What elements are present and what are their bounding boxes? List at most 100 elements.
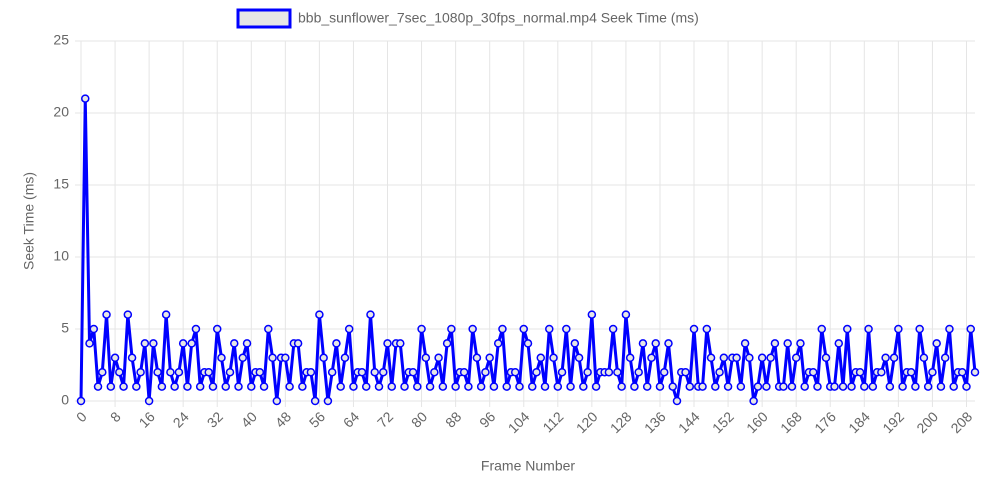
data-point [800,382,809,391]
legend-label[interactable]: bbb_sunflower_7sec_1080p_30fps_normal.mp… [298,10,699,26]
data-point [945,324,954,334]
data-point [962,382,971,391]
data-point [93,382,103,391]
data-point [885,382,895,391]
data-point [587,310,597,319]
data-point [204,367,213,377]
y-tick-label: 10 [53,248,69,264]
data-point [481,367,490,377]
data-point [76,396,86,406]
data-point [234,382,243,391]
data-point [438,382,448,391]
data-point [864,324,873,334]
x-tick-label: 104 [505,408,533,436]
x-tick-label: 8 [107,408,124,425]
data-point [906,367,916,377]
data-point [272,396,282,406]
data-point [821,353,831,363]
data-point [813,382,822,391]
data-point [957,367,967,377]
data-point [685,382,695,391]
data-point [310,396,320,406]
x-tick-label: 136 [641,408,669,436]
data-point [502,382,511,391]
x-tick-label: 56 [306,408,328,430]
data-point [889,353,899,363]
data-point [570,339,580,348]
data-point [255,367,265,377]
data-point [847,382,856,391]
data-point [711,382,720,391]
data-point [149,339,158,348]
data-point [843,324,852,334]
data-point [166,367,175,377]
data-point [655,382,665,391]
data-point [949,382,958,391]
data-point [344,324,354,334]
data-point [749,396,758,406]
data-point [383,339,392,348]
data-point [408,367,418,377]
data-point [281,353,290,363]
data-point [706,353,716,363]
data-point [621,310,631,319]
data-point [732,353,741,363]
data-point [970,367,980,377]
data-point [838,382,848,391]
data-point [366,310,375,319]
data-point [349,382,358,391]
data-point [170,382,179,391]
data-point [625,353,635,363]
data-point [268,353,277,363]
data-point [106,382,116,391]
data-point [323,396,333,406]
data-point [745,353,754,363]
x-tick-label: 128 [607,408,635,436]
data-point [144,396,154,406]
data-point [187,339,196,348]
x-tick-label: 168 [777,408,805,436]
data-point [247,382,256,391]
data-point [447,324,456,334]
data-point [591,382,601,391]
data-point [698,382,707,391]
x-tick-label: 0 [73,408,90,425]
data-point [413,382,422,391]
data-point [293,339,303,348]
data-point [285,382,294,391]
data-point [532,367,541,377]
y-tick-label: 5 [61,320,69,336]
data-point [242,339,252,348]
data-point [264,324,273,334]
legend-swatch[interactable] [236,8,292,29]
data-point [523,339,533,348]
data-point [298,382,307,391]
series-line [79,97,977,403]
data-point [557,367,567,377]
data-point [136,367,145,377]
data-point [140,339,150,348]
data-point [766,353,775,363]
data-point [327,367,337,377]
x-tick-label: 64 [340,408,362,430]
x-tick-label: 32 [204,408,226,430]
data-point [689,324,699,334]
x-tick-label: 88 [442,408,464,430]
data-point [374,382,384,391]
data-point [519,324,528,334]
data-point [442,339,452,348]
data-point [161,310,171,319]
data-point [808,367,818,377]
data-point [562,324,571,334]
data-point [528,382,537,391]
data-point [357,367,367,377]
data-point [719,353,729,363]
data-point [604,367,614,377]
data-point [123,310,133,319]
data-point [493,339,503,348]
x-tick-label: 40 [238,408,260,430]
x-tick-label: 16 [136,408,158,430]
data-point [723,382,733,391]
data-point [510,367,520,377]
